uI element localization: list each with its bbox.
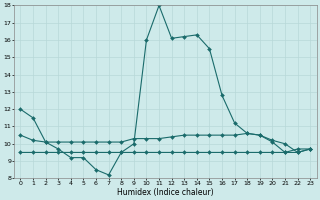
X-axis label: Humidex (Indice chaleur): Humidex (Indice chaleur) [117, 188, 214, 197]
